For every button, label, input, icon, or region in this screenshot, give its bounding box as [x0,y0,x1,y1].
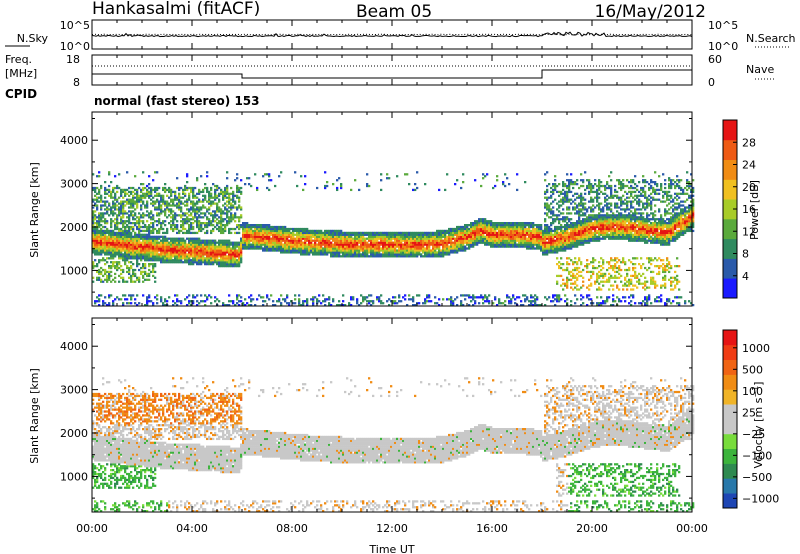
colorbar-tick-label: −500 [742,471,772,484]
colorbar-segment [723,120,737,141]
colorbar-tick-label: 24 [742,159,756,172]
nave-min-tick: 0 [708,76,715,89]
noise-min-left: 10^0 [60,40,90,53]
velocity-colorbar-label: Velocity [m s−1] [751,382,765,469]
colorbar-segment [723,199,737,220]
time-axis: 00:00 04:00 08:00 12:00 16:00 20:00 00:00 [76,20,708,535]
colorbar-segment [723,404,737,420]
power-y-axis-label: Slant Range [km] [28,162,41,258]
colorbar-segment [723,330,737,346]
power-colorbar-label: Power [dB] [748,180,761,240]
colorbar-segment [723,493,737,509]
colorbar-segment [723,218,737,240]
x-tick-label: 20:00 [576,522,608,535]
colorbar-tick-label: 100 [742,385,763,398]
beam-title: Beam 05 [356,2,432,22]
power-panel: 1000 2000 3000 4000 Slant Range [km] [28,111,695,307]
freq-label: Freq. [5,53,32,66]
colorbar-tick-label: −25 [742,428,765,441]
colorbar-tick-label: 1000 [742,342,770,355]
colorbar-segment [723,478,737,494]
colorbar-tick-label: 16 [742,203,756,216]
freq-max-tick: 18 [66,53,80,66]
x-axis-label: Time UT [368,543,414,554]
colorbar-segment [723,258,737,279]
colorbar-tick-label: 25 [742,406,756,419]
colorbar-segment [723,139,737,160]
power-data [92,171,695,307]
colorbar-tick-label: 4 [742,270,749,283]
colorbar-segment [723,179,737,200]
frequency-panel: Freq. [MHz] Nave 18 8 60 0 CPID normal (… [5,53,775,108]
colorbar-segment [723,344,737,360]
power-colorbar: 4 8 12 16 20 24 28 Power [dB] [722,119,761,299]
nave-max-tick: 60 [708,53,722,66]
colorbar-tick-label: −100 [742,449,772,462]
colorbar-tick-label: 8 [742,248,749,261]
colorbar-tick-label: 28 [742,136,756,149]
radar-title: Hankasalmi (fitACF) [92,0,260,19]
colorbar-segment [723,238,737,259]
y-tick-label: 4000 [60,134,88,147]
velocity-panel: 1000 2000 3000 4000 Slant Range [km] [28,317,695,513]
colorbar-segment [723,359,737,375]
x-tick-label: 00:00 [76,522,108,535]
cpid-label: CPID [5,87,37,101]
y-tick-label: 4000 [60,340,88,353]
velocity-y-axis-label: Slant Range [km] [28,368,41,464]
cpid-text: normal (fast stereo) 153 [94,94,260,108]
colorbar-segment [723,448,737,464]
x-tick-label: 12:00 [376,522,408,535]
nave-label: Nave [746,63,774,76]
y-tick-label: 1000 [60,470,88,483]
nsearch-label: N.Search [746,32,796,45]
colorbar-segment [723,419,737,435]
noise-max-right: 10^5 [708,19,738,32]
noise-max-left: 10^5 [60,19,90,32]
x-tick-label: 04:00 [176,522,208,535]
colorbar-tick-label: 20 [742,181,756,194]
y-tick-label: 1000 [60,264,88,277]
noise-panel: N.Sky N.Search 10^5 10^0 10^5 10^0 [5,19,796,53]
y-tick-label: 2000 [60,221,88,234]
noise-min-right: 10^0 [708,40,738,53]
velocity-colorbar: 1000 500 100 25 −25 −100 −500 −1000 Velocity [m… [722,329,779,509]
colorbar-segment [723,433,737,449]
freq-unit-label: [MHz] [5,67,37,80]
nsky-label: N.Sky [17,32,49,45]
x-tick-label: 00:00 [676,522,708,535]
colorbar-tick-label: −1000 [742,492,779,505]
date-title: 16/May/2012 [595,2,707,22]
y-tick-label: 3000 [60,178,88,191]
y-tick-label: 2000 [60,427,88,440]
colorbar-segment [723,463,737,479]
velocity-data [92,377,695,513]
freq-min-tick: 8 [73,76,80,89]
colorbar-segment [723,278,737,299]
colorbar-tick-label: 500 [742,363,763,376]
x-tick-label: 08:00 [276,522,308,535]
colorbar-segment [723,389,737,405]
colorbar-segment [723,374,737,390]
y-tick-label: 3000 [60,384,88,397]
x-tick-label: 16:00 [476,522,508,535]
colorbar-segment [723,159,737,180]
colorbar-tick-label: 12 [742,225,756,238]
